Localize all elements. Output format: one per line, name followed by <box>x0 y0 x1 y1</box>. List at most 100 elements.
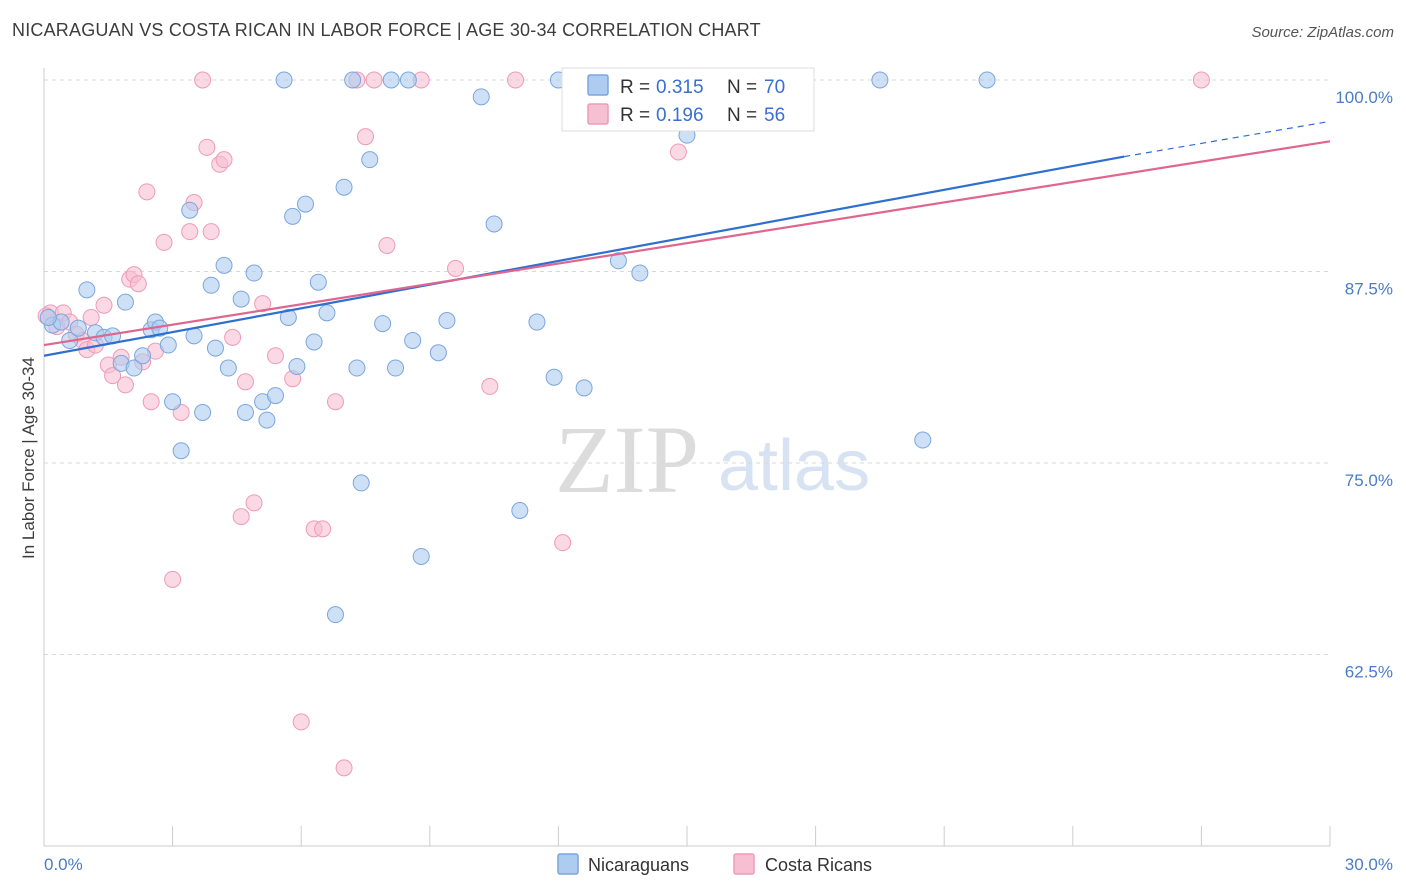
nicaraguans-point <box>352 474 370 492</box>
nicaraguans-point <box>335 178 353 196</box>
costa-ricans-point <box>314 520 332 538</box>
nicaraguans-point <box>159 336 177 354</box>
nicaraguans-point <box>309 273 327 291</box>
watermark-zip: ZIP <box>555 406 699 513</box>
costa-ricans-point <box>82 308 100 326</box>
nicaraguans-point <box>575 379 593 397</box>
nicaraguans-point <box>305 333 323 351</box>
costa-ricans-point <box>181 223 199 241</box>
gridlines <box>44 79 1330 655</box>
nicaraguans-point <box>279 308 297 326</box>
y-tick-label-2: 87.5% <box>1345 280 1393 299</box>
nicaraguans-point <box>296 195 314 213</box>
chart-title: NICARAGUAN VS COSTA RICAN IN LABOR FORCE… <box>12 20 761 40</box>
costa-ricans-point <box>194 71 212 89</box>
costa-ricans-point <box>554 534 572 552</box>
bottom-legend: Nicaraguans Costa Ricans <box>557 853 872 875</box>
nicaraguans-trend-line <box>43 155 1125 357</box>
bottom-legend-swatch-nicaraguans <box>557 853 579 875</box>
watermark-atlas: atlas <box>718 426 870 506</box>
nicaraguans-point <box>382 71 400 89</box>
legend-swatch-costa-ricans <box>587 103 609 125</box>
nicaraguans-point <box>429 344 447 362</box>
bottom-legend-swatch-costa-ricans <box>733 853 755 875</box>
costa-ricans-point <box>292 713 310 731</box>
costa-ricans-point <box>232 508 250 526</box>
costa-ricans-point <box>266 347 284 365</box>
nicaraguans-point <box>266 387 284 405</box>
y-tick-label-0: 62.5% <box>1345 663 1393 682</box>
costa-ricans-point <box>357 128 374 146</box>
nicaraguans-points <box>39 71 996 624</box>
y-tick-label-3: 100.0% <box>1335 88 1393 107</box>
nicaraguans-point <box>978 71 996 89</box>
legend: R = 0.315 N = 70 R = 0.196 N = 56 <box>561 67 815 132</box>
nicaraguans-trend-extension <box>1124 120 1331 158</box>
nicaraguans-point <box>545 368 563 386</box>
nicaraguans-point <box>202 276 220 294</box>
nicaraguans-point <box>245 264 263 282</box>
nicaraguans-point <box>412 547 430 565</box>
nicaraguans-point <box>485 215 503 233</box>
y-tick-labels: 62.5% 75.0% 87.5% 100.0% <box>1335 88 1393 682</box>
nicaraguans-point <box>232 290 250 308</box>
nicaraguans-point <box>528 313 546 331</box>
nicaraguans-point <box>78 281 96 299</box>
nicaraguans-point <box>134 347 152 365</box>
costa-ricans-trend-line <box>43 140 1331 347</box>
nicaraguans-point <box>258 411 276 429</box>
bottom-legend-label-nicaraguans: Nicaraguans <box>588 855 689 875</box>
legend-r-value-costa-ricans: 0.196 <box>656 105 704 126</box>
legend-n-value-nicaraguans: 70 <box>764 77 785 98</box>
nicaraguans-point <box>609 252 627 270</box>
costa-ricans-point <box>1192 71 1210 89</box>
legend-r-label-nicaraguans: R = <box>620 77 650 98</box>
nicaraguans-point <box>69 319 87 337</box>
x-ticks <box>43 826 1331 846</box>
costa-ricans-point <box>224 328 242 346</box>
costa-ricans-point <box>507 71 525 89</box>
costa-ricans-point <box>164 570 182 588</box>
costa-ricans-point <box>202 223 220 241</box>
nicaraguans-point <box>39 308 57 326</box>
nicaraguans-point <box>914 431 932 449</box>
nicaraguans-point <box>275 71 293 89</box>
source-label: Source: ZipAtlas.com <box>1251 24 1394 41</box>
legend-r-value-nicaraguans: 0.315 <box>656 77 704 98</box>
x-tick-label-max: 30.0% <box>1345 855 1393 874</box>
nicaraguans-point <box>181 201 199 219</box>
costa-ricans-point <box>254 295 272 313</box>
costa-ricans-point <box>326 393 344 411</box>
bottom-legend-label-costa-ricans: Costa Ricans <box>765 855 872 875</box>
costa-ricans-point <box>155 233 173 251</box>
nicaraguans-point <box>472 88 490 106</box>
y-tick-label-1: 75.0% <box>1345 471 1393 490</box>
nicaraguans-point <box>404 331 422 349</box>
nicaraguans-point <box>399 71 417 89</box>
nicaraguans-point <box>318 304 336 322</box>
nicaraguans-point <box>164 393 182 411</box>
nicaraguans-point <box>387 359 405 377</box>
nicaraguans-point <box>631 264 649 282</box>
costa-ricans-point <box>335 759 353 777</box>
costa-ricans-point <box>365 71 383 89</box>
costa-ricans-point <box>104 367 122 385</box>
costa-ricans-point <box>447 259 465 277</box>
costa-ricans-point <box>669 143 687 161</box>
nicaraguans-point <box>125 359 143 377</box>
nicaraguans-point <box>871 71 889 89</box>
nicaraguans-point <box>288 357 306 375</box>
nicaraguans-point <box>284 207 302 225</box>
nicaraguans-point <box>172 442 190 460</box>
costa-ricans-point <box>236 373 254 391</box>
costa-ricans-point <box>245 494 263 512</box>
x-tick-label-min: 0.0% <box>44 855 83 874</box>
legend-swatch-nicaraguans <box>587 74 609 96</box>
nicaraguans-point <box>215 256 233 274</box>
legend-r-label-costa-ricans: R = <box>620 105 650 126</box>
costa-ricans-point <box>138 183 156 201</box>
nicaraguans-point <box>361 151 379 169</box>
costa-ricans-point <box>481 377 499 395</box>
nicaraguans-point <box>326 606 344 624</box>
